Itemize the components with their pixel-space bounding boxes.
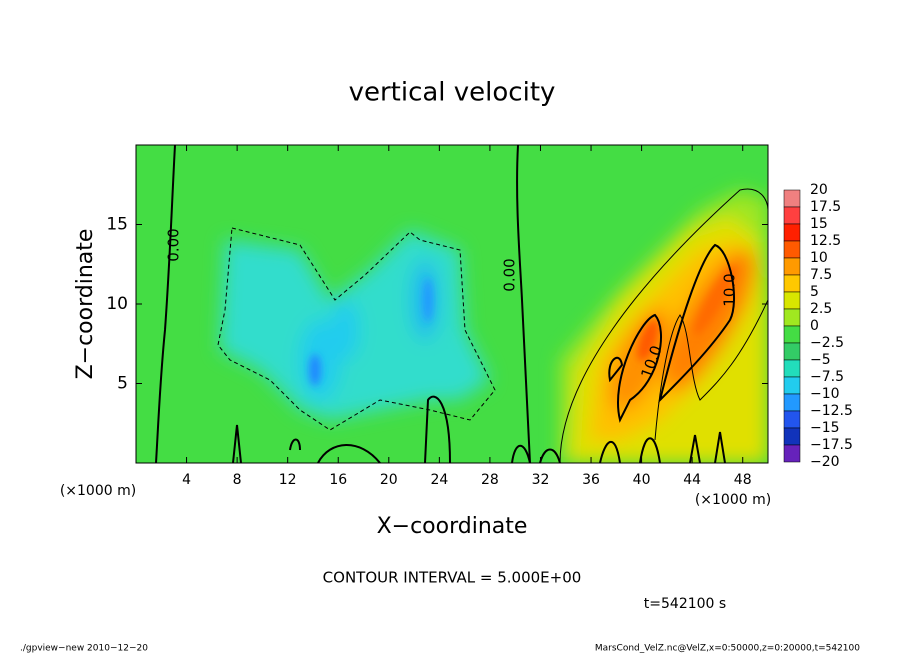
y-tick-label: 10	[106, 294, 128, 314]
colorbar-box	[783, 257, 801, 276]
colorbar-label: 12.5	[810, 233, 841, 249]
x-tick-label: 8	[233, 472, 242, 488]
colorbar-box	[783, 223, 801, 242]
colorbar-label: 0	[810, 318, 819, 334]
footer-right: MarsCond_VelZ.nc@VelZ,x=0:50000,z=0:2000…	[595, 644, 860, 654]
colorbar-box	[783, 291, 801, 310]
x-unit: (×1000 m)	[695, 492, 771, 508]
colorbar-box	[783, 427, 801, 446]
colorbar-label: 15	[810, 216, 828, 232]
y-unit: (×1000 m)	[60, 483, 136, 499]
colorbar-box	[783, 342, 801, 361]
x-tick-label: 28	[481, 472, 499, 488]
colorbar-box	[783, 376, 801, 395]
colorbar-box	[783, 325, 801, 344]
colorbar-label: −17.5	[810, 437, 853, 453]
colorbar-label: 20	[810, 182, 828, 198]
colorbar-label: −7.5	[810, 369, 844, 385]
colorbar-label: −10	[810, 386, 840, 402]
colorbar-label: 7.5	[810, 267, 832, 283]
colorbar-box	[783, 308, 801, 327]
colorbar-label: 2.5	[810, 301, 832, 317]
colorbar-label: −15	[810, 420, 840, 436]
colorbar-box	[783, 206, 801, 225]
field: 0.00 0.00 10.0 10.0	[136, 145, 768, 463]
x-tick-label: 44	[683, 472, 701, 488]
colorbar-box	[783, 444, 801, 463]
x-tick-label: 32	[532, 472, 550, 488]
x-tick-label: 4	[182, 472, 191, 488]
colorbar-box	[783, 189, 801, 208]
colorbar-label: 5	[810, 284, 819, 300]
y-tick-label: 15	[106, 215, 128, 235]
x-tick-label: 36	[582, 472, 600, 488]
colorbar-label: −20	[810, 454, 840, 470]
x-tick-label: 12	[279, 472, 297, 488]
x-tick-label: 48	[734, 472, 752, 488]
x-axis-label: X−coordinate	[377, 514, 528, 539]
colorbar-box	[783, 274, 801, 293]
footer-left: ./gpview−new 2010−12−20	[20, 644, 148, 654]
x-tick-label: 24	[430, 472, 448, 488]
colorbar-box	[783, 359, 801, 378]
y-axis-label: Z−coordinate	[73, 229, 98, 380]
colorbar-label: −2.5	[810, 335, 844, 351]
colorbar-box	[783, 410, 801, 429]
colorbar-label: −5	[810, 352, 831, 368]
colorbar-label: 17.5	[810, 199, 841, 215]
x-tick-label: 16	[329, 472, 347, 488]
contour-label: 0.00	[501, 258, 519, 291]
contour-label: 0.00	[165, 228, 183, 261]
contour-label: 10.0	[721, 273, 739, 306]
colorbar-box	[783, 240, 801, 259]
colorbar-label: −12.5	[810, 403, 853, 419]
x-tick-label: 20	[380, 472, 398, 488]
x-tick-label: 40	[633, 472, 651, 488]
time-label: t=542100 s	[644, 596, 726, 612]
contour-interval: CONTOUR INTERVAL = 5.000E+00	[323, 569, 582, 587]
chart-title: vertical velocity	[349, 78, 556, 108]
y-tick-label: 5	[117, 374, 128, 394]
colorbar-box	[783, 393, 801, 412]
colorbar-label: 10	[810, 250, 828, 266]
